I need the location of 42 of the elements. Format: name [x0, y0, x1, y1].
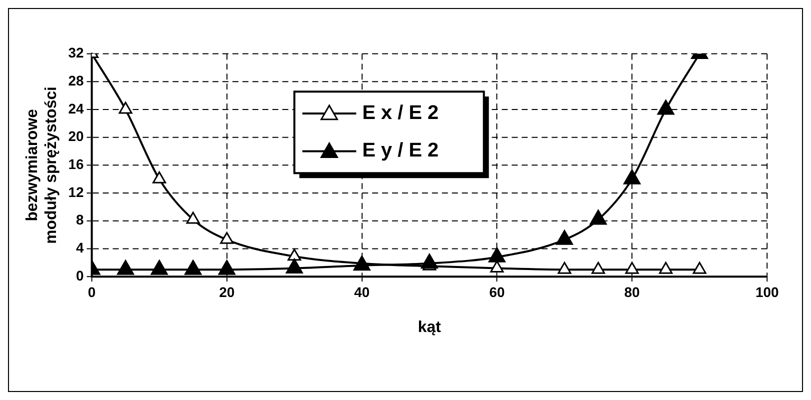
point	[692, 262, 706, 274]
x-tick-label: 80	[624, 284, 640, 300]
point	[184, 260, 202, 275]
x-tick-label: 40	[354, 284, 370, 300]
point	[150, 260, 168, 275]
point	[590, 210, 607, 225]
x-tick-label: 20	[219, 284, 235, 300]
y-tick-label: 32	[68, 44, 84, 61]
x-tick-label: 60	[489, 284, 505, 300]
point	[286, 258, 303, 274]
point	[657, 100, 674, 115]
y-tick-label: 20	[68, 128, 84, 144]
point	[117, 260, 134, 275]
point	[591, 262, 606, 274]
point	[624, 169, 641, 184]
legend-label: E y / E 2	[362, 140, 439, 162]
point	[488, 247, 506, 262]
point	[220, 232, 234, 244]
point	[152, 171, 166, 184]
y-axis-title: bezwymiarowe moduły sprężystości	[24, 86, 60, 244]
y-tick-label: 24	[68, 100, 84, 116]
x-axis-title: kąt	[418, 319, 442, 336]
point	[625, 262, 639, 274]
y-tick-label: 0	[76, 267, 84, 284]
y-tick-label: 4	[76, 240, 84, 256]
x-tick-label: 100	[755, 284, 779, 300]
point	[556, 230, 574, 245]
point	[658, 262, 673, 274]
y-tick-label: 16	[68, 156, 84, 172]
point	[118, 102, 132, 114]
legend-label: E x / E 2	[362, 102, 439, 124]
point	[490, 260, 504, 272]
point	[218, 260, 236, 275]
point	[558, 262, 572, 274]
y-tick-label: 12	[68, 184, 84, 200]
y-tick-label: 28	[68, 72, 84, 88]
point	[288, 248, 302, 261]
x-tick-label: 0	[88, 284, 96, 300]
point	[186, 212, 200, 224]
point	[353, 256, 370, 271]
y-tick-label: 8	[76, 212, 84, 228]
point	[420, 254, 438, 269]
